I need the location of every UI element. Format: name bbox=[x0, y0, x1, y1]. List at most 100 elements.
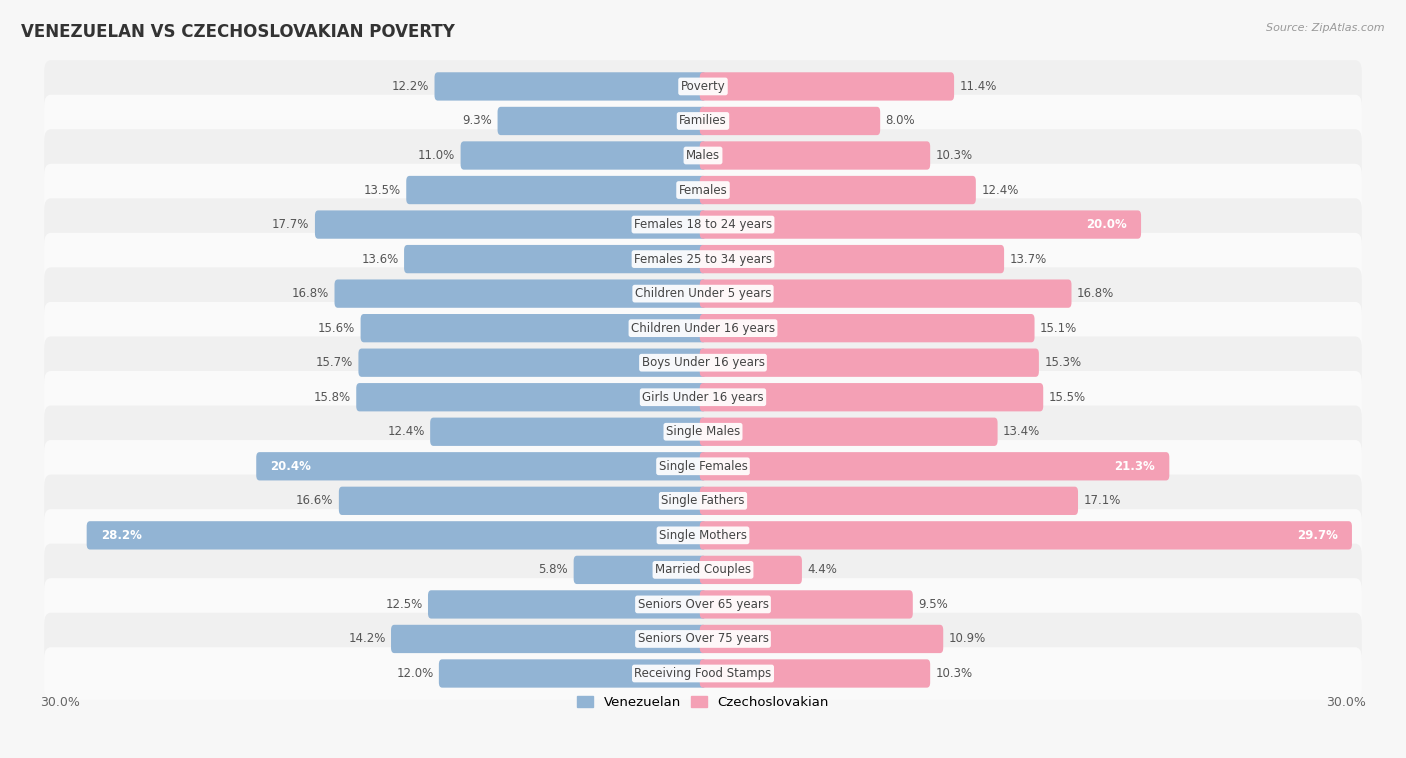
FancyBboxPatch shape bbox=[44, 337, 1362, 389]
FancyBboxPatch shape bbox=[356, 383, 706, 412]
FancyBboxPatch shape bbox=[44, 647, 1362, 700]
FancyBboxPatch shape bbox=[315, 211, 706, 239]
FancyBboxPatch shape bbox=[700, 383, 1043, 412]
Text: VENEZUELAN VS CZECHOSLOVAKIAN POVERTY: VENEZUELAN VS CZECHOSLOVAKIAN POVERTY bbox=[21, 23, 456, 41]
Text: 13.6%: 13.6% bbox=[361, 252, 399, 265]
FancyBboxPatch shape bbox=[700, 107, 880, 135]
FancyBboxPatch shape bbox=[700, 659, 931, 688]
Legend: Venezuelan, Czechoslovakian: Venezuelan, Czechoslovakian bbox=[572, 691, 834, 715]
FancyBboxPatch shape bbox=[700, 314, 1035, 343]
Text: Married Couples: Married Couples bbox=[655, 563, 751, 576]
FancyBboxPatch shape bbox=[498, 107, 706, 135]
Text: Single Females: Single Females bbox=[658, 460, 748, 473]
FancyBboxPatch shape bbox=[87, 522, 706, 550]
FancyBboxPatch shape bbox=[574, 556, 706, 584]
FancyBboxPatch shape bbox=[404, 245, 706, 273]
FancyBboxPatch shape bbox=[44, 578, 1362, 631]
Text: 17.1%: 17.1% bbox=[1084, 494, 1121, 507]
Text: Boys Under 16 years: Boys Under 16 years bbox=[641, 356, 765, 369]
FancyBboxPatch shape bbox=[700, 487, 1078, 515]
FancyBboxPatch shape bbox=[360, 314, 706, 343]
Text: 15.6%: 15.6% bbox=[318, 321, 356, 335]
Text: 4.4%: 4.4% bbox=[807, 563, 837, 576]
Text: 12.5%: 12.5% bbox=[385, 598, 423, 611]
FancyBboxPatch shape bbox=[700, 556, 801, 584]
Text: Families: Families bbox=[679, 114, 727, 127]
Text: 20.4%: 20.4% bbox=[270, 460, 311, 473]
Text: 17.7%: 17.7% bbox=[273, 218, 309, 231]
Text: 12.0%: 12.0% bbox=[396, 667, 433, 680]
Text: 12.4%: 12.4% bbox=[981, 183, 1018, 196]
FancyBboxPatch shape bbox=[44, 95, 1362, 147]
FancyBboxPatch shape bbox=[44, 60, 1362, 113]
FancyBboxPatch shape bbox=[44, 268, 1362, 320]
Text: Single Fathers: Single Fathers bbox=[661, 494, 745, 507]
FancyBboxPatch shape bbox=[700, 280, 1071, 308]
Text: 16.8%: 16.8% bbox=[292, 287, 329, 300]
FancyBboxPatch shape bbox=[44, 164, 1362, 216]
FancyBboxPatch shape bbox=[700, 349, 1039, 377]
FancyBboxPatch shape bbox=[406, 176, 706, 204]
Text: 12.4%: 12.4% bbox=[388, 425, 425, 438]
Text: 10.3%: 10.3% bbox=[935, 149, 973, 162]
Text: Children Under 16 years: Children Under 16 years bbox=[631, 321, 775, 335]
Text: Single Males: Single Males bbox=[666, 425, 740, 438]
Text: Seniors Over 75 years: Seniors Over 75 years bbox=[637, 632, 769, 646]
FancyBboxPatch shape bbox=[44, 199, 1362, 251]
FancyBboxPatch shape bbox=[44, 543, 1362, 596]
Text: 30.0%: 30.0% bbox=[39, 696, 80, 709]
Text: 15.8%: 15.8% bbox=[314, 390, 352, 404]
FancyBboxPatch shape bbox=[44, 130, 1362, 182]
FancyBboxPatch shape bbox=[700, 625, 943, 653]
FancyBboxPatch shape bbox=[461, 141, 706, 170]
FancyBboxPatch shape bbox=[700, 522, 1353, 550]
FancyBboxPatch shape bbox=[44, 371, 1362, 424]
FancyBboxPatch shape bbox=[44, 233, 1362, 285]
Text: 15.7%: 15.7% bbox=[316, 356, 353, 369]
FancyBboxPatch shape bbox=[44, 440, 1362, 493]
FancyBboxPatch shape bbox=[700, 245, 1004, 273]
Text: 10.9%: 10.9% bbox=[949, 632, 986, 646]
FancyBboxPatch shape bbox=[427, 590, 706, 619]
FancyBboxPatch shape bbox=[700, 590, 912, 619]
Text: 13.5%: 13.5% bbox=[364, 183, 401, 196]
FancyBboxPatch shape bbox=[430, 418, 706, 446]
Text: 13.4%: 13.4% bbox=[1002, 425, 1040, 438]
FancyBboxPatch shape bbox=[700, 72, 955, 101]
FancyBboxPatch shape bbox=[700, 418, 998, 446]
Text: Males: Males bbox=[686, 149, 720, 162]
Text: 13.7%: 13.7% bbox=[1010, 252, 1047, 265]
Text: 16.6%: 16.6% bbox=[297, 494, 333, 507]
Text: Females: Females bbox=[679, 183, 727, 196]
FancyBboxPatch shape bbox=[44, 406, 1362, 458]
Text: 14.2%: 14.2% bbox=[349, 632, 385, 646]
Text: Receiving Food Stamps: Receiving Food Stamps bbox=[634, 667, 772, 680]
FancyBboxPatch shape bbox=[700, 176, 976, 204]
Text: 15.3%: 15.3% bbox=[1045, 356, 1081, 369]
Text: Single Mothers: Single Mothers bbox=[659, 529, 747, 542]
FancyBboxPatch shape bbox=[700, 211, 1142, 239]
FancyBboxPatch shape bbox=[335, 280, 706, 308]
Text: 30.0%: 30.0% bbox=[1326, 696, 1367, 709]
Text: 20.0%: 20.0% bbox=[1087, 218, 1128, 231]
Text: 28.2%: 28.2% bbox=[101, 529, 142, 542]
Text: 5.8%: 5.8% bbox=[538, 563, 568, 576]
Text: 9.3%: 9.3% bbox=[463, 114, 492, 127]
Text: 8.0%: 8.0% bbox=[886, 114, 915, 127]
FancyBboxPatch shape bbox=[44, 302, 1362, 355]
Text: 11.4%: 11.4% bbox=[959, 80, 997, 93]
Text: Females 25 to 34 years: Females 25 to 34 years bbox=[634, 252, 772, 265]
Text: 9.5%: 9.5% bbox=[918, 598, 948, 611]
FancyBboxPatch shape bbox=[391, 625, 706, 653]
Text: 15.5%: 15.5% bbox=[1049, 390, 1085, 404]
Text: 21.3%: 21.3% bbox=[1115, 460, 1156, 473]
FancyBboxPatch shape bbox=[700, 452, 1170, 481]
Text: 12.2%: 12.2% bbox=[392, 80, 429, 93]
Text: Children Under 5 years: Children Under 5 years bbox=[634, 287, 772, 300]
Text: Source: ZipAtlas.com: Source: ZipAtlas.com bbox=[1267, 23, 1385, 33]
FancyBboxPatch shape bbox=[44, 475, 1362, 527]
Text: 15.1%: 15.1% bbox=[1040, 321, 1077, 335]
Text: 16.8%: 16.8% bbox=[1077, 287, 1114, 300]
Text: Girls Under 16 years: Girls Under 16 years bbox=[643, 390, 763, 404]
FancyBboxPatch shape bbox=[439, 659, 706, 688]
